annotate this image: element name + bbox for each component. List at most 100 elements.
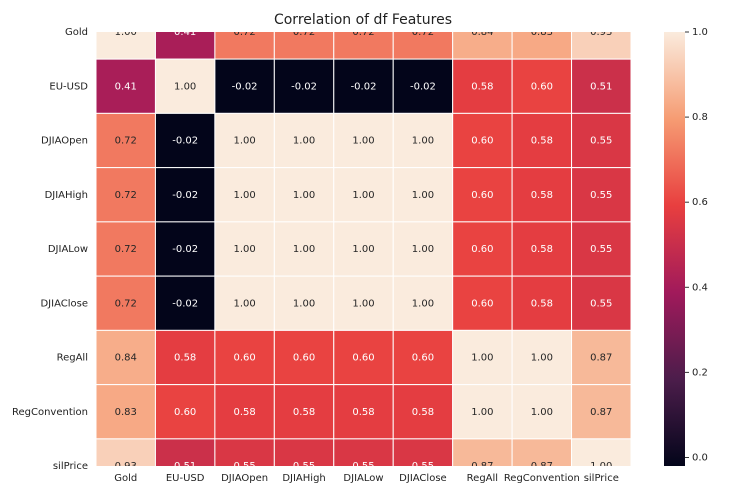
cell-label: 1.00 [471, 407, 493, 418]
heatmap-cell [452, 438, 513, 466]
cell-label: 1.00 [352, 298, 374, 309]
heatmap-cell [571, 275, 631, 331]
y-tick-label: EU-USD [49, 81, 88, 92]
colorbar-tick-label: 0.0 [692, 452, 708, 463]
heatmap-cell [452, 221, 513, 277]
cell-label: 0.58 [531, 136, 553, 147]
cell-label: 0.87 [590, 407, 612, 418]
cell-label: 0.84 [471, 27, 493, 38]
x-tick-label: silPrice [584, 473, 619, 484]
cell-label: 0.51 [590, 81, 612, 92]
heatmap-cell [511, 438, 573, 466]
heatmap: 1.00 0.41 0.72 0.72 0.72 0.72 0.84 0.83 0.93 0.41… [96, 27, 631, 472]
heatmap-cell [96, 58, 156, 114]
cell-label: 0.58 [531, 298, 553, 309]
heatmap-cell [214, 112, 275, 169]
cell-label: 1.00 [293, 244, 315, 255]
cell-label: 0.58 [471, 81, 493, 92]
x-tick-label: Gold [114, 473, 137, 484]
heatmap-cell [273, 384, 335, 440]
colorbar [664, 32, 685, 466]
heatmap-cell [511, 329, 573, 386]
cell-label: 0.72 [115, 298, 137, 309]
heatmap-cell [214, 329, 275, 386]
cell-label: 0.60 [531, 81, 553, 92]
cell-label: 0.60 [233, 353, 255, 364]
heatmap-cell [96, 438, 156, 466]
x-tick-label: RegConvention [504, 473, 580, 484]
cell-label: 0.58 [531, 190, 553, 201]
x-tick-label: DJIAHigh [282, 473, 325, 484]
heatmap-cell [392, 32, 454, 60]
heatmap-cell [214, 438, 275, 466]
cell-label: 0.72 [115, 244, 137, 255]
cell-label: 0.60 [471, 298, 493, 309]
heatmap-cell [96, 275, 156, 331]
cell-label: -0.02 [351, 81, 377, 92]
cell-label: 0.60 [471, 190, 493, 201]
heatmap-cell [392, 167, 454, 223]
heatmap-cell [571, 384, 631, 440]
colorbar-tick-label: 0.8 [692, 112, 708, 123]
cell-label: 0.60 [174, 407, 196, 418]
cell-label: 1.00 [352, 190, 374, 201]
cell-label: 0.58 [174, 353, 196, 364]
cell-label: 0.55 [590, 298, 612, 309]
cell-label: 0.55 [590, 244, 612, 255]
cell-label: -0.02 [172, 190, 198, 201]
heatmap-cell [392, 58, 454, 114]
cell-label: 0.87 [471, 461, 493, 472]
cell-label: 0.60 [412, 353, 434, 364]
heatmap-cell [154, 275, 216, 331]
cell-label: 1.00 [293, 298, 315, 309]
cell-label: 0.58 [293, 407, 315, 418]
cell-label: 0.60 [352, 353, 374, 364]
cell-label: 1.00 [352, 136, 374, 147]
cell-label: 0.60 [293, 353, 315, 364]
y-tick-label: Gold [65, 27, 88, 38]
cell-label: 1.00 [412, 190, 434, 201]
x-tick-label: EU-USD [166, 473, 205, 484]
cell-label: -0.02 [232, 81, 258, 92]
cell-label: 1.00 [115, 27, 137, 38]
cell-label: 0.72 [293, 27, 315, 38]
chart-title: Correlation of df Features [274, 12, 452, 28]
cell-label: 0.41 [174, 27, 196, 38]
heatmap-cell [571, 329, 631, 386]
heatmap-cell [154, 384, 216, 440]
heatmap-cell [511, 275, 573, 331]
cell-label: 0.72 [412, 27, 434, 38]
heatmap-cell [273, 438, 335, 466]
heatmap-cell [452, 167, 513, 223]
heatmap-cell [154, 167, 216, 223]
y-tick-label: DJIAOpen [41, 136, 88, 147]
heatmap-cell [392, 438, 454, 466]
colorbar-tick-label: 0.2 [692, 367, 708, 378]
cell-label: 1.00 [293, 136, 315, 147]
cell-label: 0.55 [233, 461, 255, 472]
cell-label: 1.00 [531, 407, 553, 418]
cell-label: 0.55 [293, 461, 315, 472]
cell-label: 1.00 [233, 298, 255, 309]
cell-label: 0.55 [352, 461, 374, 472]
heatmap-cell [452, 384, 513, 440]
y-tick-label: RegConvention [12, 407, 88, 418]
y-tick-label: DJIAHigh [45, 190, 88, 201]
x-tick-label: DJIALow [343, 473, 383, 484]
cell-label: 0.51 [174, 461, 196, 472]
cell-label: 0.87 [531, 461, 553, 472]
heatmap-cell [154, 329, 216, 386]
heatmap-cell [333, 112, 394, 169]
heatmap-cell [571, 438, 631, 466]
heatmap-cell [333, 167, 394, 223]
colorbar-tick-label: 1.0 [692, 27, 708, 38]
cell-label: 0.72 [352, 27, 374, 38]
colorbar-tick-label: 0.4 [692, 282, 708, 293]
cell-label: 0.58 [412, 407, 434, 418]
heatmap-cell [571, 221, 631, 277]
cell-label: 0.72 [233, 27, 255, 38]
heatmap-cell [392, 275, 454, 331]
cell-label: 1.00 [471, 353, 493, 364]
heatmap-cell [96, 167, 156, 223]
